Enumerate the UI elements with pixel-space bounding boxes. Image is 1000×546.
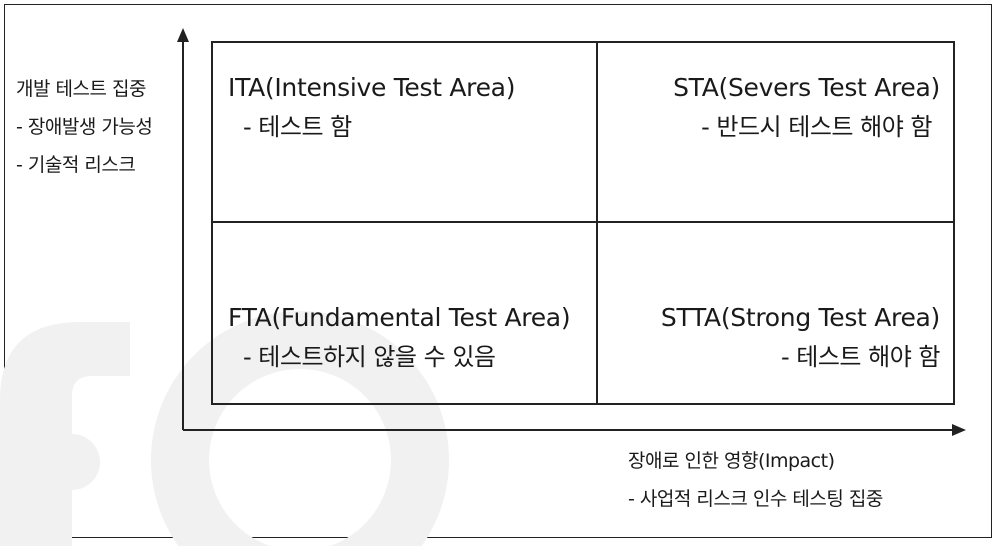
quadrant-title: STTA(Strong Test Area) — [660, 303, 940, 332]
quadrant-ita: ITA(Intensive Test Area) - 테스트 함 — [213, 43, 598, 223]
quadrant-title: ITA(Intensive Test Area) — [228, 73, 516, 102]
quadrant-description: - 테스트하지 않을 수 있음 — [243, 343, 496, 371]
figure-frame — [4, 4, 992, 538]
quadrant-title: FTA(Fundamental Test Area) — [228, 303, 571, 332]
x-axis-label-line: 장애로 인한 영향(Impact) — [628, 450, 835, 472]
quadrant-sta: STA(Severs Test Area) - 반드시 테스트 해야 함 — [598, 43, 953, 223]
y-axis-label-line: 개발 테스트 집중 — [16, 78, 146, 100]
quadrant-fta: FTA(Fundamental Test Area) - 테스트하지 않을 수 … — [213, 223, 598, 403]
quadrant-description: - 반드시 테스트 해야 함 — [701, 113, 932, 141]
x-axis-label: 장애로 인한 영향(Impact) - 사업적 리스크 인수 테스팅 집중 — [628, 442, 883, 518]
quadrant-description: - 테스트 함 — [243, 113, 352, 141]
quadrant-stta: STTA(Strong Test Area) - 테스트 해야 함 — [598, 223, 953, 403]
quadrant-description: - 테스트 해야 함 — [780, 343, 941, 371]
x-axis-arrow-icon — [952, 424, 966, 436]
quadrant-title: STA(Severs Test Area) — [673, 73, 940, 102]
y-axis-label-line: - 기술적 리스크 — [16, 154, 136, 176]
y-axis-arrow-icon — [177, 28, 189, 42]
y-axis-label: 개발 테스트 집중 - 장애발생 가능성 - 기술적 리스크 — [16, 70, 153, 184]
x-axis-label-line: - 사업적 리스크 인수 테스팅 집중 — [628, 488, 883, 510]
test-area-matrix: ITA(Intensive Test Area) - 테스트 함 STA(Sev… — [211, 41, 955, 405]
y-axis-label-line: - 장애발생 가능성 — [16, 116, 153, 138]
